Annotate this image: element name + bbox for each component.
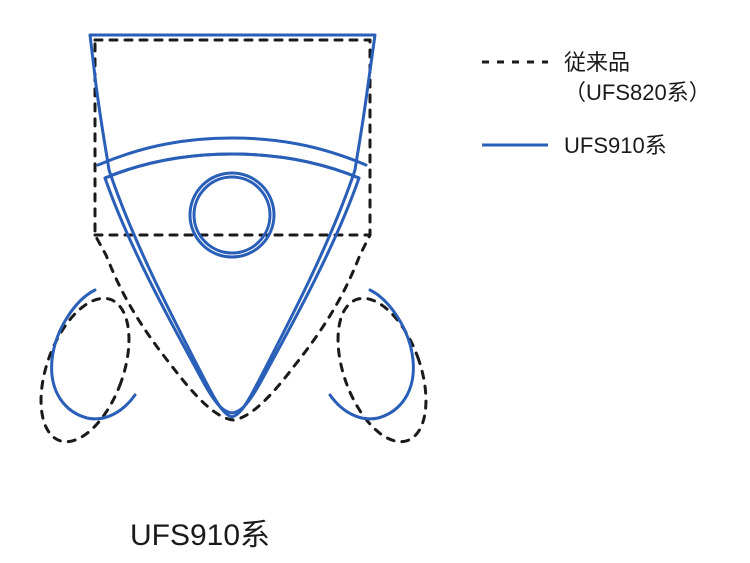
caption-text: UFS910系 (130, 519, 270, 552)
legend-item-dashed: 従来品 （UFS820系） (480, 48, 711, 107)
legend-label-solid-l1: UFS910系 (564, 133, 667, 158)
legend-swatch-solid (480, 131, 550, 159)
legend-swatch-dashed (480, 48, 550, 76)
legend-label-dashed-l2: （UFS820系） (564, 80, 711, 105)
legend-label-dashed-l1: 従来品 (564, 50, 630, 75)
legend: 従来品 （UFS820系） UFS910系 (480, 48, 711, 185)
legend-label-dashed: 従来品 （UFS820系） (564, 48, 711, 107)
caption: UFS910系 (130, 510, 270, 554)
legend-label-solid: UFS910系 (564, 131, 667, 161)
diagram-canvas: 従来品 （UFS820系） UFS910系 UFS910系 (0, 0, 750, 563)
legend-item-solid: UFS910系 (480, 131, 711, 161)
